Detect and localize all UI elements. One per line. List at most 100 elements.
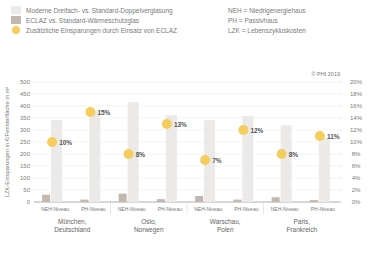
y-tick-label: 450 xyxy=(20,91,31,97)
point xyxy=(277,149,287,159)
x-tick-label: NEH-Niveau xyxy=(271,206,299,212)
y2-tick-label: 8% xyxy=(352,151,361,157)
note: LZK = Lebenszykluskosten xyxy=(228,27,306,35)
y2-tick-label: 0% xyxy=(352,199,361,205)
legend: Moderne Dreifach- vs. Standard-Doppelver… xyxy=(11,6,177,35)
grid-line xyxy=(34,118,340,119)
y2-tick xyxy=(340,142,342,143)
bar xyxy=(319,138,330,202)
group-label: Oslo, xyxy=(141,218,156,225)
y-tick-label: 300 xyxy=(20,127,31,133)
bar xyxy=(272,197,280,202)
group-label: Polen xyxy=(217,226,234,233)
bar xyxy=(89,111,100,202)
group-label: Frankreich xyxy=(286,226,317,233)
grid-line xyxy=(34,166,340,167)
data-label: 7% xyxy=(212,157,222,164)
chart: Moderne Dreifach- vs. Standard-Doppelver… xyxy=(0,0,380,260)
note: NEH = Niedrigenergiehaus xyxy=(228,7,306,15)
x-tick-label: PH-Niveau xyxy=(311,206,335,212)
grid-line xyxy=(34,106,340,107)
legend-label: ECLAZ vs. Standard-Wärmeschutzglas xyxy=(26,17,140,25)
legend-label: Zusätzliche Einsparungen durch Einsatz v… xyxy=(26,27,177,35)
data-label: 12% xyxy=(250,127,263,134)
grid-line xyxy=(34,130,340,131)
bar xyxy=(42,195,50,202)
point xyxy=(238,125,248,135)
point xyxy=(200,155,210,165)
group-label: Norwegen xyxy=(134,226,164,234)
group-label: Paris, xyxy=(293,218,310,225)
bar xyxy=(119,194,127,202)
y-tick-label: 0 xyxy=(27,199,31,205)
point xyxy=(124,149,134,159)
y-tick-label: 200 xyxy=(20,151,31,157)
y2-tick-label: 14% xyxy=(350,115,363,121)
grid-line xyxy=(34,82,340,83)
y-tick-label: 150 xyxy=(20,163,31,169)
group-label: Warschau, xyxy=(210,218,241,225)
y2-tick xyxy=(340,118,342,119)
y2-tick xyxy=(340,190,342,191)
y-axis-label: LZK-Einsparungen in €/Fensterfläche in m… xyxy=(4,87,10,198)
bar xyxy=(51,120,62,202)
bar xyxy=(195,196,203,202)
x-tick-label: PH-Niveau xyxy=(158,206,182,212)
x-tick-label: NEH-Niveau xyxy=(194,206,222,212)
y2-tick-label: 2% xyxy=(352,187,361,193)
y2-tick xyxy=(340,178,342,179)
x-axis: NEH-Niveau PH-Niveau NEH-Niveau PH-Niveau NE… xyxy=(41,202,335,234)
point xyxy=(85,107,95,117)
data-label: 11% xyxy=(327,133,340,140)
grid-line xyxy=(34,94,340,95)
data-label: 8% xyxy=(136,151,146,158)
group-separator xyxy=(187,202,188,214)
legend-swatch xyxy=(11,16,21,24)
data-label: 15% xyxy=(97,109,110,116)
y2-tick xyxy=(340,130,342,131)
x-tick-label: PH-Niveau xyxy=(234,206,258,212)
y-axis: 0 50 100 150 200 250 300 350 400 450 500 xyxy=(20,79,340,205)
x-tick-label: PH-Niveau xyxy=(81,206,105,212)
note: PH = Passivhaus xyxy=(228,17,278,24)
y2-tick-label: 12% xyxy=(350,127,363,133)
data-labels: 10%15%8%13%7%12%8%11% xyxy=(59,109,340,164)
grid-line xyxy=(34,178,340,179)
y-tick-label: 350 xyxy=(20,115,31,121)
group-label: Deutschland xyxy=(54,226,91,233)
bar xyxy=(281,125,292,202)
point xyxy=(47,137,57,147)
y-tick-label: 50 xyxy=(23,187,30,193)
y2-tick-label: 10% xyxy=(350,139,363,145)
y2-tick-label: 6% xyxy=(352,163,361,169)
y-tick-label: 400 xyxy=(20,103,31,109)
marks xyxy=(42,102,330,202)
data-label: 10% xyxy=(59,139,72,146)
group-separator xyxy=(263,202,264,214)
y2-axis: 0%2%4%6%8%10%12%14%16%18%20% xyxy=(340,79,363,205)
y2-tick-label: 16% xyxy=(350,103,363,109)
grid-line xyxy=(34,142,340,143)
y-tick-label: 500 xyxy=(20,79,31,85)
bar xyxy=(157,199,165,202)
x-tick-label: NEH-Niveau xyxy=(41,206,69,212)
y2-tick xyxy=(340,154,342,155)
point xyxy=(315,131,325,141)
y2-tick-label: 20% xyxy=(350,79,363,85)
bar xyxy=(233,200,241,202)
y-tick-label: 100 xyxy=(20,175,31,181)
grid-line xyxy=(34,190,340,191)
legend-swatch xyxy=(11,6,21,14)
x-tick-label: NEH-Niveau xyxy=(118,206,146,212)
y2-tick xyxy=(340,166,342,167)
y2-tick xyxy=(340,106,342,107)
bar xyxy=(80,200,88,202)
group-separator xyxy=(110,202,111,214)
y2-tick-label: 18% xyxy=(350,91,363,97)
data-label: 13% xyxy=(174,121,187,128)
group-label: München, xyxy=(58,218,87,225)
y2-tick xyxy=(340,94,342,95)
y2-tick xyxy=(340,202,342,203)
y-tick-label: 250 xyxy=(20,139,31,145)
legend-label: Moderne Dreifach- vs. Standard-Doppelver… xyxy=(26,7,173,15)
